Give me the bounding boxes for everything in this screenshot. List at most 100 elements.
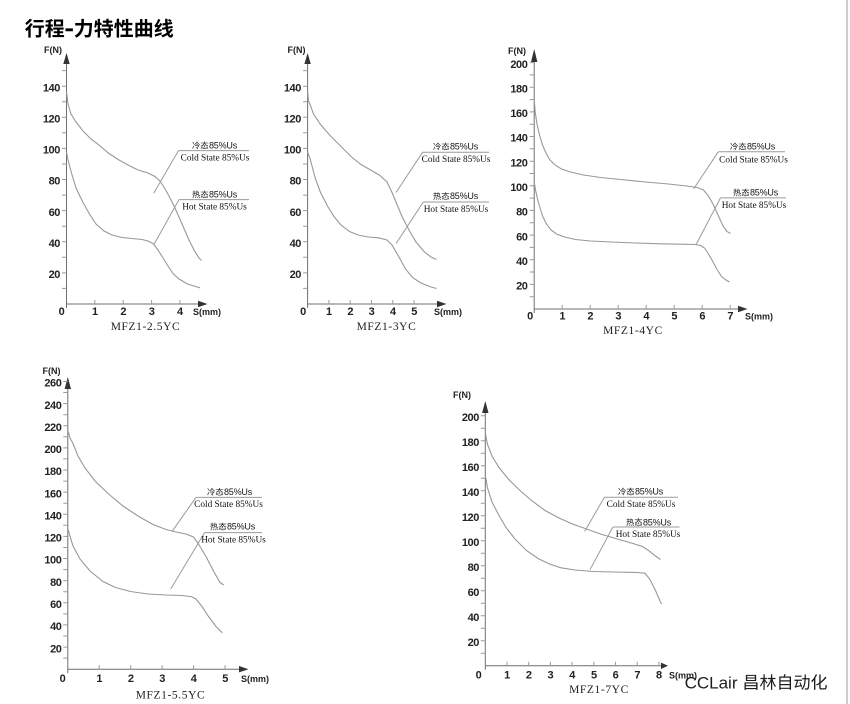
svg-text:3: 3 <box>149 306 155 318</box>
svg-text:8: 8 <box>656 670 662 682</box>
svg-text:4: 4 <box>643 311 650 323</box>
svg-text:5: 5 <box>411 306 417 318</box>
svg-text:40: 40 <box>50 621 62 633</box>
svg-text:Cold State 85%Us: Cold State 85%Us <box>422 155 491 165</box>
svg-text:100: 100 <box>462 537 479 549</box>
svg-text:220: 220 <box>44 422 61 434</box>
svg-text:Cold State 85%Us: Cold State 85%Us <box>719 155 788 165</box>
svg-text:Hot State 85%Us: Hot State 85%Us <box>616 530 681 540</box>
svg-text:3: 3 <box>548 670 554 682</box>
svg-text:20: 20 <box>290 269 302 281</box>
svg-text:60: 60 <box>49 207 61 219</box>
svg-text:120: 120 <box>284 114 301 126</box>
svg-text:40: 40 <box>468 612 480 624</box>
svg-text:20: 20 <box>516 281 528 293</box>
svg-text:85%Us: 85%Us <box>450 142 479 152</box>
svg-text:180: 180 <box>510 83 527 95</box>
svg-text:160: 160 <box>462 462 479 474</box>
svg-text:80: 80 <box>50 577 62 589</box>
svg-text:S(mm): S(mm) <box>745 312 773 322</box>
svg-text:85%Us: 85%Us <box>750 188 779 198</box>
svg-text:60: 60 <box>468 587 480 599</box>
svg-text:1: 1 <box>326 306 332 318</box>
svg-text:40: 40 <box>49 238 61 250</box>
svg-text:100: 100 <box>43 145 60 157</box>
svg-text:4: 4 <box>191 673 198 685</box>
svg-text:MFZ1-2.5YC: MFZ1-2.5YC <box>111 321 181 333</box>
svg-text:60: 60 <box>50 599 62 611</box>
svg-text:85%Us: 85%Us <box>224 487 253 497</box>
svg-text:MFZ1-7YC: MFZ1-7YC <box>569 684 629 696</box>
svg-text:6: 6 <box>613 670 619 682</box>
svg-text:5: 5 <box>222 673 228 685</box>
svg-text:F(N): F(N) <box>43 366 61 376</box>
svg-text:0: 0 <box>476 670 482 682</box>
svg-text:140: 140 <box>284 82 301 94</box>
svg-text:1: 1 <box>96 673 102 685</box>
svg-text:40: 40 <box>516 256 528 268</box>
svg-text:80: 80 <box>516 207 528 219</box>
svg-text:100: 100 <box>284 145 301 157</box>
svg-text:140: 140 <box>44 511 61 523</box>
svg-text:20: 20 <box>49 269 61 281</box>
svg-text:85%Us: 85%Us <box>209 141 238 151</box>
svg-text:140: 140 <box>462 487 479 499</box>
svg-text:85%Us: 85%Us <box>227 522 256 532</box>
svg-text:F(N): F(N) <box>44 45 62 55</box>
svg-text:4: 4 <box>177 306 184 318</box>
svg-text:MFZ1-4YC: MFZ1-4YC <box>603 325 663 337</box>
svg-text:200: 200 <box>510 59 527 71</box>
svg-text:1: 1 <box>559 311 565 323</box>
svg-text:120: 120 <box>462 512 479 524</box>
svg-text:Cold State 85%Us: Cold State 85%Us <box>194 500 263 510</box>
svg-text:140: 140 <box>510 133 527 145</box>
svg-text:100: 100 <box>510 182 527 194</box>
svg-text:260: 260 <box>44 378 61 390</box>
svg-text:85%Us: 85%Us <box>450 191 479 201</box>
svg-text:80: 80 <box>290 176 302 188</box>
svg-text:4: 4 <box>390 306 397 318</box>
svg-text:2: 2 <box>347 306 353 318</box>
svg-text:40: 40 <box>290 238 302 250</box>
svg-text:S(mm): S(mm) <box>434 307 462 317</box>
svg-text:200: 200 <box>462 412 479 424</box>
svg-text:180: 180 <box>462 437 479 449</box>
svg-text:240: 240 <box>44 400 61 412</box>
svg-text:120: 120 <box>44 533 61 545</box>
svg-text:20: 20 <box>50 643 62 655</box>
svg-text:Hot State 85%Us: Hot State 85%Us <box>182 202 247 212</box>
svg-text:5: 5 <box>591 670 597 682</box>
svg-text:F(N): F(N) <box>453 390 471 400</box>
svg-text:60: 60 <box>516 231 528 243</box>
svg-text:85%Us: 85%Us <box>209 190 238 200</box>
svg-text:120: 120 <box>510 157 527 169</box>
svg-text:4: 4 <box>569 670 576 682</box>
svg-text:6: 6 <box>699 311 705 323</box>
svg-text:Hot State 85%Us: Hot State 85%Us <box>424 205 489 215</box>
svg-text:2: 2 <box>128 673 134 685</box>
svg-text:S(mm): S(mm) <box>193 307 221 317</box>
svg-text:0: 0 <box>300 306 306 318</box>
svg-text:85%Us: 85%Us <box>643 517 672 527</box>
svg-text:MFZ1-5.5YC: MFZ1-5.5YC <box>136 690 206 702</box>
svg-text:85%Us: 85%Us <box>747 142 776 152</box>
svg-text:160: 160 <box>44 488 61 500</box>
svg-text:S(mm): S(mm) <box>241 674 269 684</box>
svg-text:60: 60 <box>290 207 302 219</box>
svg-text:0: 0 <box>527 311 533 323</box>
svg-text:Cold State 85%Us: Cold State 85%Us <box>607 500 676 510</box>
svg-text:120: 120 <box>43 114 60 126</box>
svg-text:7: 7 <box>634 670 640 682</box>
svg-text:5: 5 <box>671 311 677 323</box>
svg-text:S(mm): S(mm) <box>669 671 697 681</box>
svg-text:85%Us: 85%Us <box>635 487 664 497</box>
svg-text:Cold State 85%Us: Cold State 85%Us <box>181 154 250 164</box>
svg-text:2: 2 <box>526 670 532 682</box>
svg-text:0: 0 <box>60 673 66 685</box>
svg-text:F(N): F(N) <box>288 45 306 55</box>
svg-text:1: 1 <box>92 306 98 318</box>
svg-text:1: 1 <box>504 670 510 682</box>
svg-text:200: 200 <box>44 444 61 456</box>
svg-text:Hot State 85%Us: Hot State 85%Us <box>722 201 787 211</box>
svg-text:80: 80 <box>49 176 61 188</box>
